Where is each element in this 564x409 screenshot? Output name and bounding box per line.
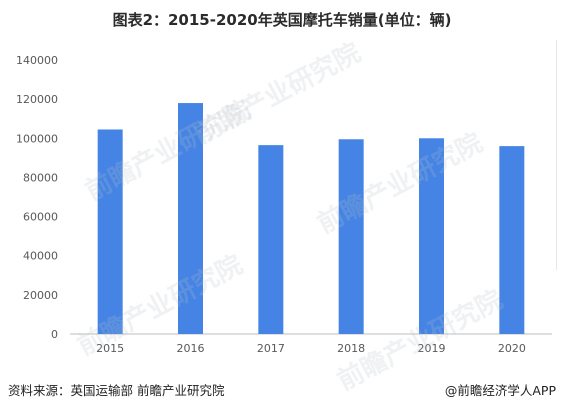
bar-2016	[178, 103, 203, 334]
bar-2015	[97, 129, 123, 334]
y-tick-label: 140000	[16, 54, 58, 67]
bar-2017	[258, 145, 284, 334]
chart-title: 图表2：2015-2020年英国摩托车销量(单位：辆)	[112, 11, 452, 29]
y-tick-label: 80000	[23, 171, 58, 184]
y-tick-label: 100000	[16, 132, 58, 145]
x-tick-label: 2016	[177, 342, 205, 355]
x-tick-label: 2017	[257, 342, 285, 355]
x-tick-label: 2019	[418, 342, 446, 355]
y-tick-label: 0	[51, 328, 58, 341]
y-tick-label: 20000	[23, 289, 58, 302]
x-tick-label: 2020	[498, 342, 526, 355]
x-tick-label: 2018	[337, 342, 365, 355]
chart-area: 0 20000 40000 60000 80000 100000 120000 140000 2…	[0, 40, 564, 370]
x-tick-label: 2015	[96, 342, 124, 355]
source-note: 资料来源：英国运输部 前瞻产业研究院	[8, 383, 225, 398]
chart-border	[556, 40, 557, 270]
bar-2018	[338, 139, 364, 334]
y-tick-label: 40000	[23, 250, 58, 263]
y-tick-label: 120000	[16, 93, 58, 106]
y-tick-label: 60000	[23, 211, 58, 224]
bar-chart: 0 20000 40000 60000 80000 100000 120000 140000 2…	[16, 54, 552, 355]
bar-2019	[419, 138, 444, 334]
brand-credit[interactable]: @前瞻经济学人APP	[444, 383, 556, 398]
bar-2020	[499, 146, 525, 334]
